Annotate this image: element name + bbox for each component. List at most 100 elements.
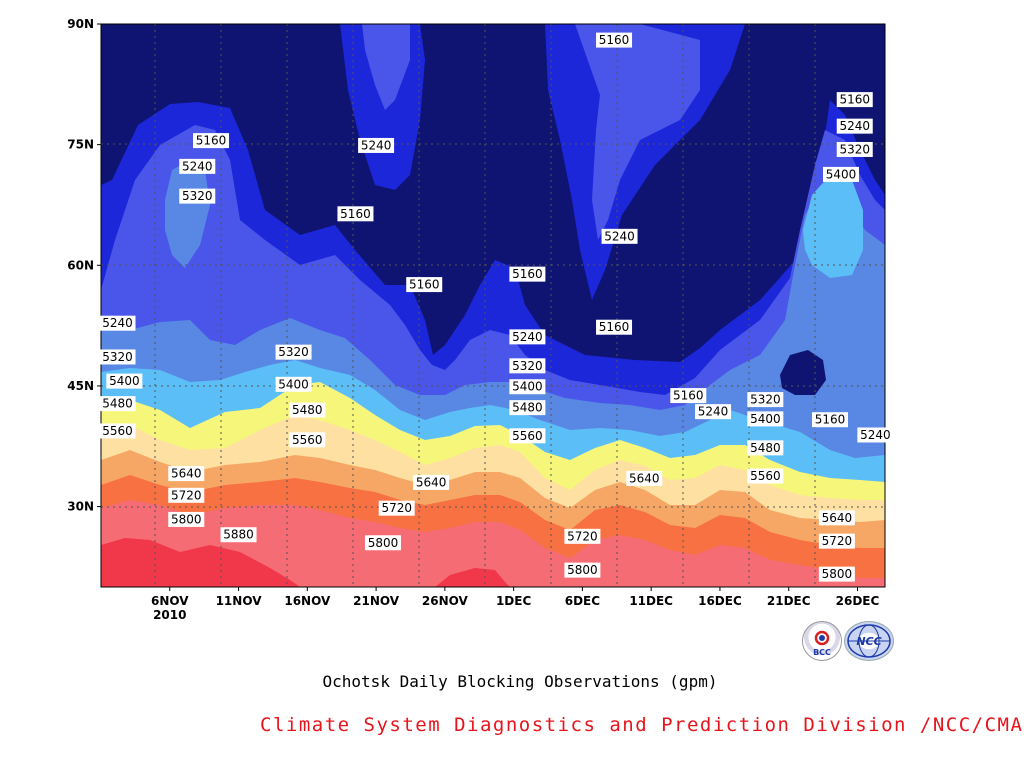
svg-text:5320: 5320	[182, 189, 213, 203]
svg-text:5400: 5400	[512, 380, 543, 394]
contour-label: 5240	[99, 315, 136, 331]
svg-text:5160: 5160	[599, 320, 630, 334]
svg-text:5160: 5160	[340, 207, 371, 221]
y-tick-label: 75N	[67, 138, 94, 152]
svg-text:5400: 5400	[278, 377, 309, 391]
svg-text:5560: 5560	[512, 429, 543, 443]
contour-label: 5240	[857, 427, 894, 443]
contour-label: 5320	[509, 358, 546, 374]
x-tick-label: 26NOV	[422, 594, 469, 608]
contour-label: 5880	[220, 527, 257, 543]
svg-text:5400: 5400	[109, 374, 140, 388]
svg-text:5720: 5720	[822, 534, 853, 548]
svg-text:5800: 5800	[368, 536, 399, 550]
contour-label: 5560	[747, 468, 784, 484]
svg-text:5160: 5160	[815, 413, 846, 427]
svg-text:5240: 5240	[604, 229, 635, 243]
grid-lines	[101, 24, 885, 587]
contour-label: 5240	[601, 228, 638, 244]
contour-label: 5640	[818, 510, 855, 526]
contour-label: 5400	[275, 376, 312, 392]
svg-text:5320: 5320	[102, 350, 133, 364]
svg-text:5240: 5240	[512, 330, 543, 344]
svg-text:5480: 5480	[750, 441, 781, 455]
contour-label: 5320	[179, 188, 216, 204]
plot-frame	[100, 23, 886, 588]
x-tick-label: 21DEC	[767, 594, 811, 608]
y-tick-label: 60N	[67, 258, 94, 272]
svg-text:5160: 5160	[512, 267, 543, 281]
contour-label: 5480	[747, 440, 784, 456]
bcc-logo-text: BCC	[813, 648, 831, 657]
x-tick-label: 26DEC	[836, 594, 880, 608]
svg-text:5240: 5240	[860, 428, 891, 442]
ncc-logo-text: NCC	[856, 635, 881, 648]
contour-label: 5640	[626, 470, 663, 486]
fill-band-9	[101, 500, 885, 587]
svg-text:5160: 5160	[599, 33, 630, 47]
contour-label: 5160	[509, 266, 546, 282]
ncc-logo: NCC	[844, 621, 894, 661]
svg-text:5720: 5720	[567, 529, 598, 543]
y-tick-label: 30N	[67, 500, 94, 514]
contour-label: 5400	[509, 379, 546, 395]
bcc-logo: BCC	[802, 621, 842, 661]
svg-text:5480: 5480	[102, 397, 133, 411]
x-tick-label: 1DEC	[496, 594, 532, 608]
x-tick-label: 11DEC	[629, 594, 673, 608]
contour-label: 5160	[337, 206, 374, 222]
contour-label: 5160	[836, 92, 873, 108]
fill-band-4b	[803, 175, 863, 278]
svg-text:5160: 5160	[409, 278, 440, 292]
svg-text:5480: 5480	[292, 403, 323, 417]
svg-text:5640: 5640	[416, 475, 447, 489]
svg-text:5560: 5560	[292, 433, 323, 447]
contour-label: 5560	[289, 432, 326, 448]
contour-label: 5400	[106, 373, 143, 389]
contour-label: 5160	[193, 133, 230, 149]
contour-label: 5320	[275, 344, 312, 360]
svg-text:5240: 5240	[361, 138, 392, 152]
contour-label: 5800	[564, 562, 601, 578]
fill-band-2c	[575, 24, 700, 240]
chart-caption: Ochotsk Daily Blocking Observations (gpm…	[322, 672, 718, 691]
svg-text:5320: 5320	[512, 359, 543, 373]
fill-band-10	[101, 538, 300, 587]
svg-text:5880: 5880	[223, 528, 254, 542]
svg-text:5400: 5400	[750, 412, 781, 426]
contour-label: 5480	[509, 400, 546, 416]
contour-label: 5320	[99, 349, 136, 365]
svg-text:5240: 5240	[102, 316, 133, 330]
contour-label: 5720	[564, 528, 601, 544]
x-tick-label: 2010	[153, 608, 186, 622]
svg-text:5560: 5560	[102, 424, 133, 438]
svg-text:5560: 5560	[750, 469, 781, 483]
contour-label: 5640	[413, 474, 450, 490]
svg-text:5320: 5320	[839, 142, 870, 156]
svg-text:5240: 5240	[182, 159, 213, 173]
svg-text:5640: 5640	[822, 511, 853, 525]
fill-band-2b	[362, 24, 410, 110]
x-tick-label: 6NOV	[151, 594, 189, 608]
x-tick-label: 21NOV	[353, 594, 400, 608]
svg-text:5240: 5240	[698, 405, 729, 419]
svg-text:5800: 5800	[822, 567, 853, 581]
x-tick-label: 16DEC	[698, 594, 742, 608]
contour-fills	[101, 24, 885, 587]
contour-label: 5720	[818, 533, 855, 549]
contour-label: 5160	[811, 412, 848, 428]
contour-label: 5400	[822, 166, 859, 182]
y-tick-label: 45N	[67, 379, 94, 393]
contour-label: 5800	[168, 511, 205, 527]
svg-text:5800: 5800	[171, 512, 202, 526]
svg-text:5800: 5800	[567, 563, 598, 577]
y-axis: 30N 45N 60N 75N 90N	[67, 17, 101, 514]
contour-label: 5480	[99, 396, 136, 412]
svg-text:5640: 5640	[171, 467, 202, 481]
ncc-globe-icon: NCC	[847, 624, 891, 658]
contour-label: 5320	[836, 141, 873, 157]
contour-label: 5720	[168, 487, 205, 503]
svg-text:5240: 5240	[839, 119, 870, 133]
